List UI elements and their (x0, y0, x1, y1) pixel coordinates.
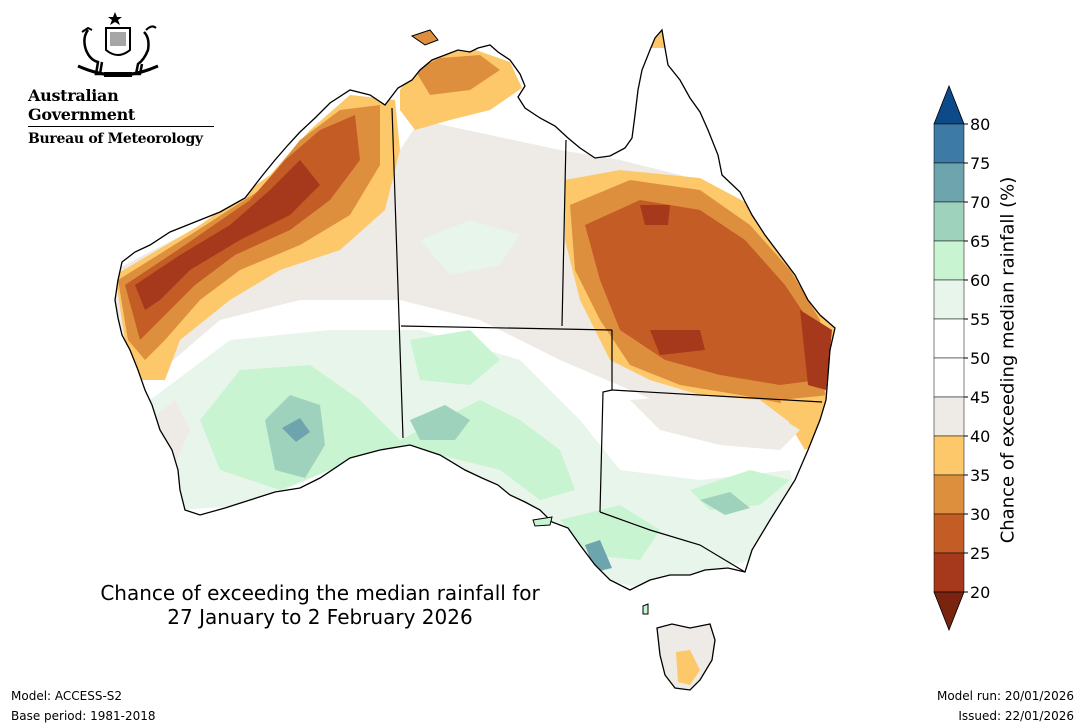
king-island (642, 603, 649, 615)
colorbar-bin (933, 435, 965, 476)
colorbar-bin (933, 552, 965, 593)
tiwi-islands (410, 29, 439, 46)
nt-sa-border (400, 325, 613, 331)
nt-qld-border (561, 139, 567, 327)
map-title-line-1: Chance of exceeding the median rainfall … (100, 581, 540, 605)
nsw-vic-border (599, 511, 746, 573)
kangaroo-island (532, 516, 553, 527)
colorbar-tick-label: 30 (970, 505, 990, 524)
footer-right: Model run: 20/01/2026 Issued: 22/01/2026 (937, 686, 1074, 726)
colorbar-tick-label: 70 (970, 193, 990, 212)
colorbar-tick-label: 35 (970, 466, 990, 485)
mainland-fill (115, 30, 835, 590)
coat-of-arms-icon (77, 12, 159, 77)
colorbar-tick-label: 45 (970, 388, 990, 407)
colorbar-title: Chance of exceeding median rainfall (%) (997, 176, 1019, 544)
colorbar-bin (933, 279, 965, 320)
footer-left: Model: ACCESS-S2 Base period: 1981-2018 (11, 686, 156, 726)
colorbar-tick-label: 50 (970, 349, 990, 368)
colorbar-bin (933, 240, 965, 281)
sa-qld-nsw-border (599, 330, 613, 513)
colorbar-tick-label: 80 (970, 115, 990, 134)
base-period: Base period: 1981-2018 (11, 709, 156, 723)
model-run: Model run: 20/01/2026 (936, 689, 1074, 703)
colorbar-legend: 80 75 70 65 60 55 50 45 40 35 30 25 20 (933, 84, 990, 632)
colorbar-bin (933, 123, 965, 164)
model-name: Model: ACCESS-S2 (11, 689, 123, 703)
colorbar-tick-label: 25 (970, 544, 990, 563)
colorbar-tick-label: 55 (970, 310, 990, 329)
bureau-name: Bureau of Meteorology (28, 131, 203, 147)
mainland-coastline (114, 28, 836, 591)
colorbar-bin (933, 513, 965, 554)
colorbar-bin (933, 318, 965, 359)
map-title-line-2: 27 January to 2 February 2026 (167, 605, 473, 629)
colorbar-bin (933, 201, 965, 242)
colorbar-tick-label: 65 (970, 232, 990, 251)
state-borders (391, 107, 823, 573)
government-name: Australian Government (28, 86, 214, 127)
colorbar-bin (933, 162, 965, 203)
tasmania-dry-patch (676, 650, 700, 685)
colorbar-tick-label: 60 (970, 271, 990, 290)
colorbar-tick-label: 20 (970, 583, 990, 602)
colorbar-bin (933, 474, 965, 515)
map-title: Chance of exceeding the median rainfall … (70, 581, 570, 629)
issue-date: Issued: 22/01/2026 (958, 709, 1074, 723)
colorbar-bin (933, 357, 965, 398)
wa-border (391, 107, 404, 439)
colorbar-bin (933, 396, 965, 437)
colorbar-tick-label: 40 (970, 427, 990, 446)
colorbar-tick-label: 75 (970, 154, 990, 173)
bom-logo: Australian Government Bureau of Meteorol… (28, 10, 218, 147)
colorbar-arrow-top (933, 84, 965, 125)
qld-nsw-border (611, 389, 823, 403)
colorbar-arrow-bottom (933, 591, 965, 632)
